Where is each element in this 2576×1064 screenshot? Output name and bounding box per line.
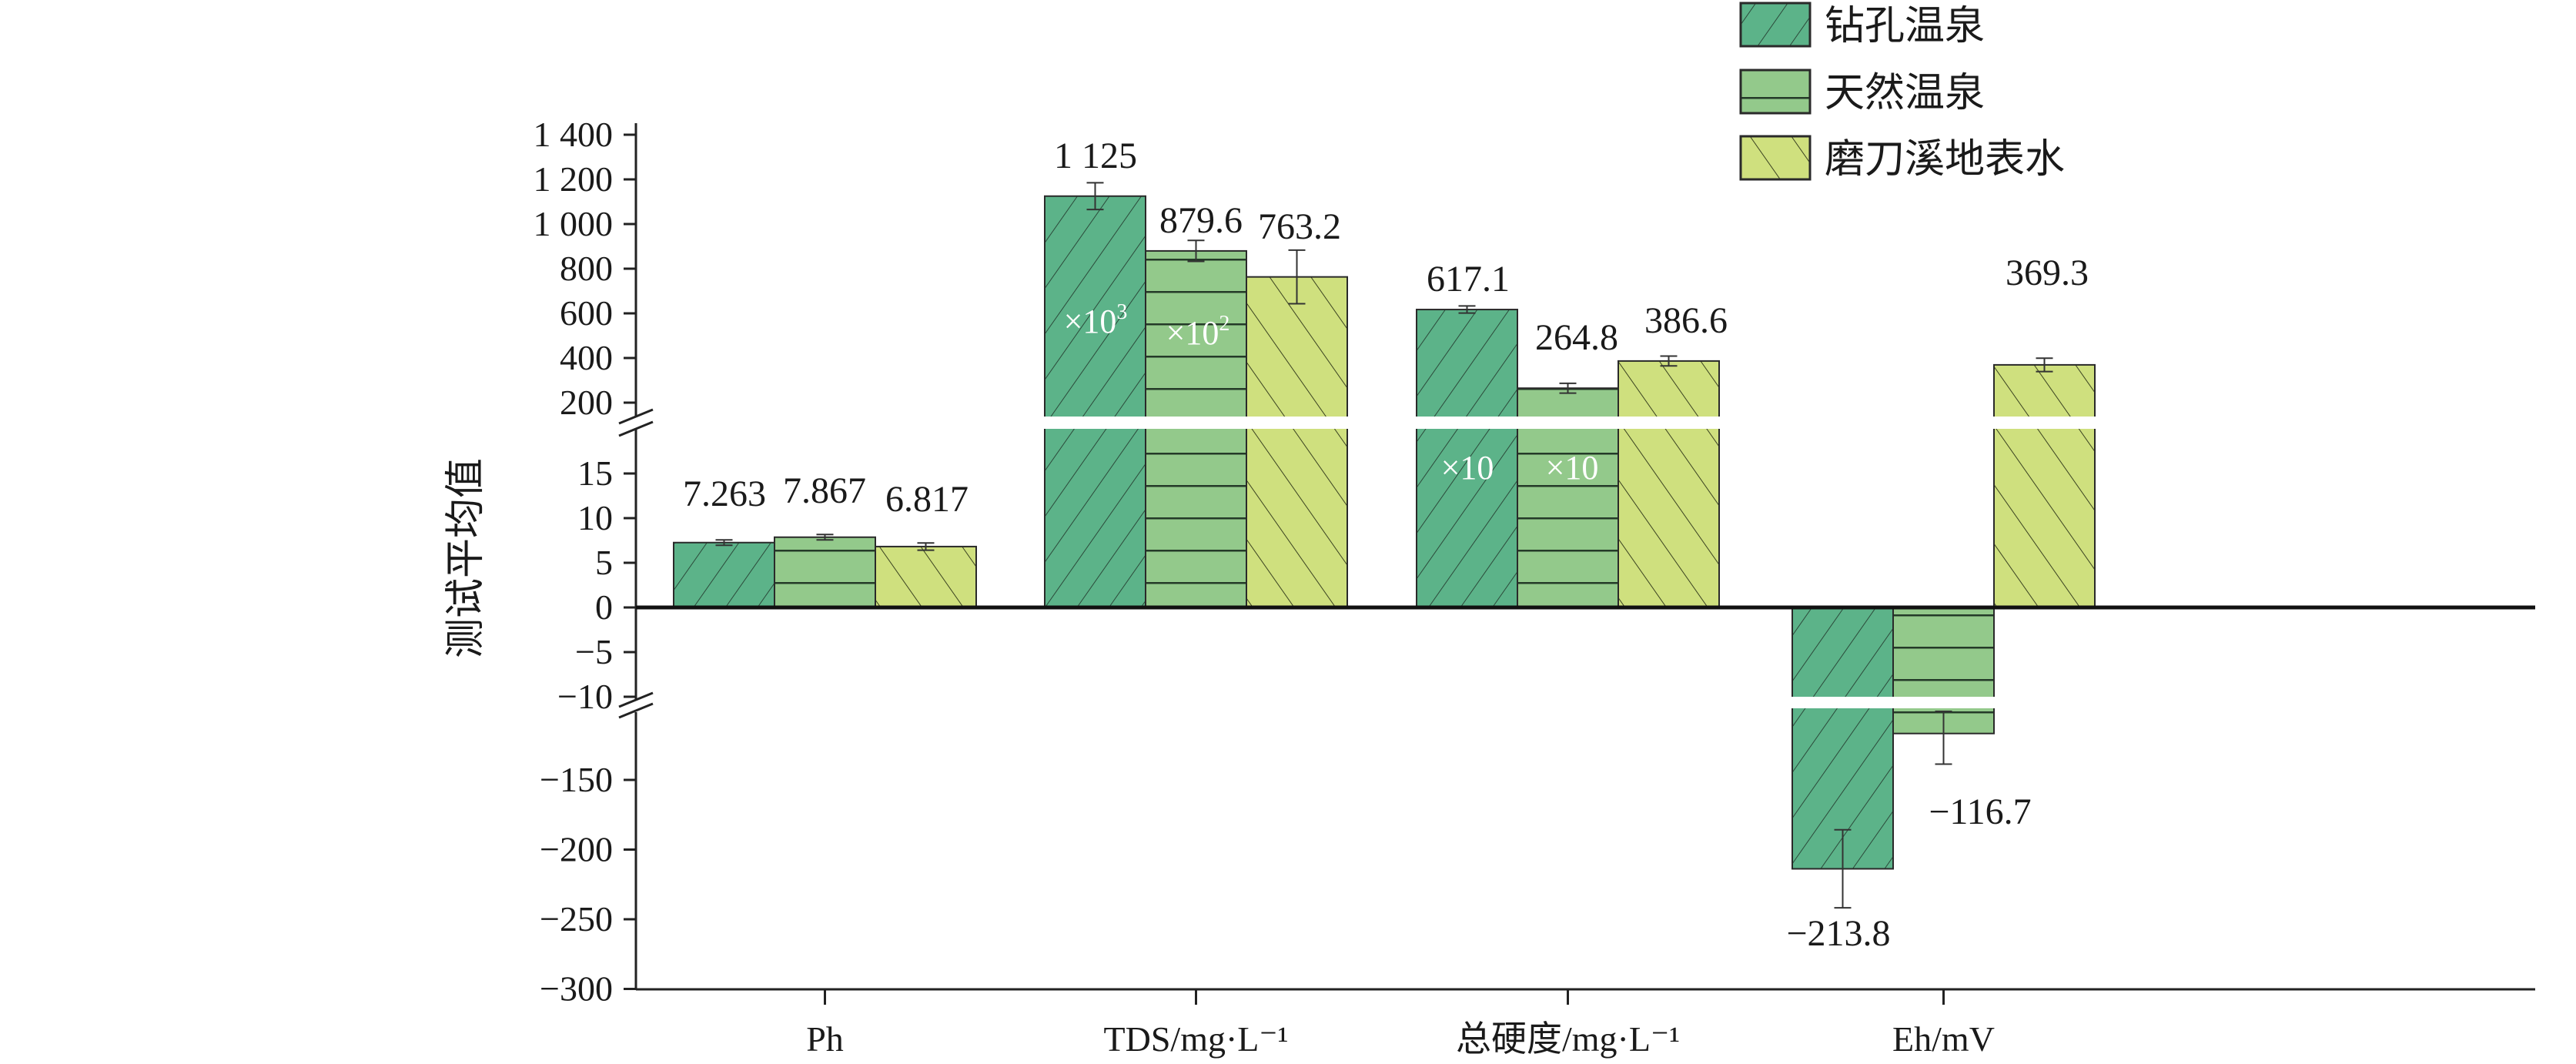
axis-break-mark — [618, 420, 654, 437]
y-tick-label: 1 400 — [534, 115, 614, 154]
y-tick-label: −10 — [557, 677, 613, 716]
data-label: 7.263 — [683, 473, 766, 514]
multiplier-label: ×10 — [1441, 449, 1494, 487]
axis-break-gap — [1892, 697, 1996, 708]
axis-break-mark — [618, 408, 654, 425]
bar — [1993, 363, 2096, 608]
data-label: 879.6 — [1159, 200, 1243, 241]
y-tick-label: 200 — [560, 383, 613, 422]
y-axis-label: 测试平均值 — [444, 458, 488, 658]
data-label: 763.2 — [1258, 206, 1341, 247]
bar — [774, 536, 876, 608]
legend-label: 磨刀溪地表水 — [1825, 138, 2065, 182]
axis-break-gap — [1245, 417, 1349, 429]
y-tick-label: 0 — [595, 587, 613, 627]
multiplier-label: ×10 — [1546, 449, 1599, 487]
bar — [1044, 195, 1146, 608]
data-label: 617.1 — [1427, 259, 1510, 299]
axis-break-gap — [1617, 417, 1721, 429]
legend-label: 天然温泉 — [1825, 72, 1985, 115]
y-tick-label: 1 000 — [534, 204, 614, 243]
axis-break-mark — [618, 691, 654, 708]
y-tick-label: −150 — [540, 760, 613, 799]
axis-break-gap — [1516, 417, 1620, 429]
multiplier-exponent: 2 — [1219, 312, 1229, 336]
y-tick-label: 10 — [577, 498, 613, 537]
bar — [875, 545, 977, 608]
y-tick-label: 1 200 — [534, 159, 614, 199]
data-label: 7.867 — [783, 470, 866, 511]
bar — [1145, 249, 1247, 608]
y-tick-label: 400 — [560, 338, 613, 377]
multiplier-exponent: 3 — [1116, 300, 1127, 324]
y-tick-label: 15 — [577, 453, 613, 493]
axis-break-gap — [1144, 417, 1248, 429]
x-tick-label: TDS/mg·L⁻¹ — [1104, 1019, 1289, 1059]
data-label: −213.8 — [1786, 913, 1890, 954]
x-tick-label: 总硬度/mg·L⁻¹ — [1456, 1019, 1680, 1059]
bars-layer — [673, 182, 2096, 909]
y-tick-label: −300 — [540, 969, 613, 1009]
axis-break-gap — [1415, 417, 1519, 429]
y-tick-label: 5 — [595, 543, 613, 582]
y-tick-label: −200 — [540, 830, 613, 869]
legend-swatch — [1739, 69, 1812, 115]
legend-swatch — [1739, 135, 1812, 181]
axis-break-gap — [1791, 697, 1895, 708]
bar — [673, 541, 775, 609]
data-label: 264.8 — [1535, 317, 1618, 358]
x-tick-label: Ph — [806, 1019, 844, 1059]
legend-label: 钻孔温泉 — [1825, 5, 1985, 49]
axis-break-gap — [1043, 417, 1147, 429]
y-tick-label: 600 — [560, 293, 613, 333]
axis-break-gap — [1992, 417, 2096, 429]
axes-layer: 1 400 1 200 1 000 800 600 400 200 15 10 5 0 −5 −10 −1… — [534, 115, 2535, 1059]
data-label: 1 125 — [1054, 136, 1137, 176]
data-label: 386.6 — [1644, 300, 1728, 341]
axis-break-mark — [618, 702, 654, 719]
y-tick-label: −250 — [540, 899, 613, 939]
data-label: −116.7 — [1929, 791, 2031, 832]
y-tick-label: −5 — [575, 632, 613, 671]
bar — [1618, 360, 1720, 608]
data-label: 6.817 — [885, 479, 969, 520]
legend-swatch — [1739, 2, 1812, 48]
y-tick-label: 800 — [560, 249, 613, 288]
data-label: 369.3 — [2006, 253, 2089, 293]
x-tick-label: Eh/mV — [1892, 1019, 1995, 1059]
bar — [1246, 276, 1348, 608]
